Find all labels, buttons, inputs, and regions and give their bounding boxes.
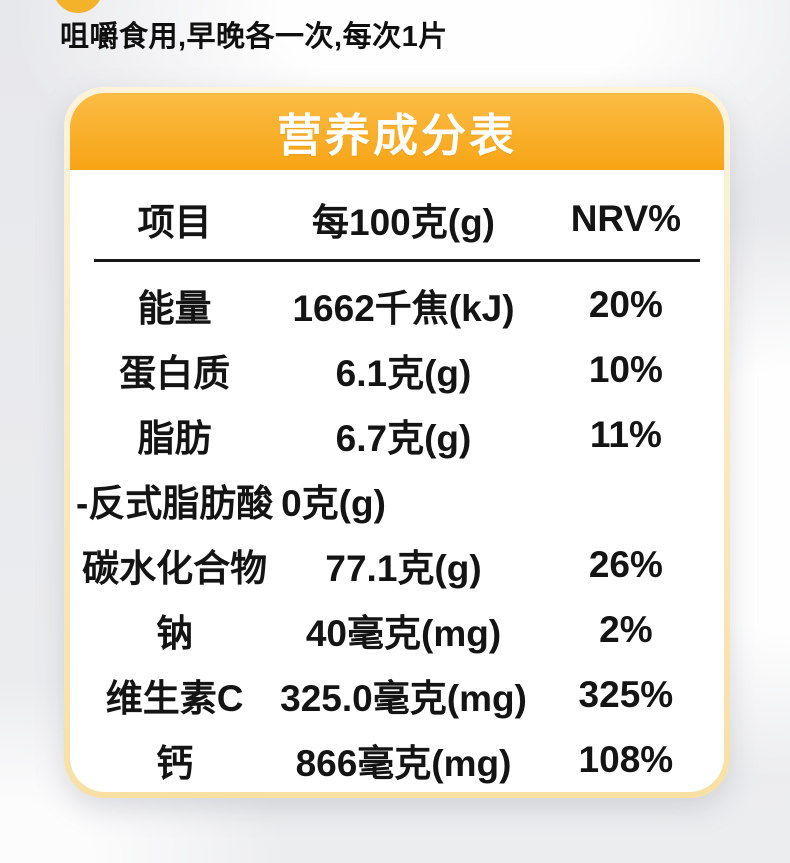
nutrient-nrv-percent: 20% xyxy=(588,283,663,325)
nutrient-name: 蛋白质 xyxy=(119,352,231,394)
column-header-item: 项目 xyxy=(137,202,212,243)
nutrition-table-body: 能量 1662千焦(kJ) 20% 蛋白质 6.1克(g) 10% 脂肪 6.7… xyxy=(70,262,724,792)
nutrition-table-row: 能量 1662千焦(kJ) 20% xyxy=(70,272,724,337)
nutrient-amount: 866毫克(mg) xyxy=(295,742,512,784)
nutrient-name: 钠 xyxy=(156,612,194,654)
column-header-per-100g: 每100克(g) xyxy=(312,202,496,243)
nutrition-table-row: 钠 40毫克(mg) 2% xyxy=(70,597,724,662)
nutrition-table-header-row: 项目 每100克(g) NRV% xyxy=(70,191,724,247)
nutrition-table-row: 钙 866毫克(mg) 108% xyxy=(70,727,724,792)
nutrition-card-header: 营养成分表 xyxy=(70,93,724,170)
nutrition-table-row: 碳水化合物 77.1克(g) 26% xyxy=(70,532,724,597)
nutrient-name: -反式脂肪酸 xyxy=(75,482,274,524)
nutrient-name: 碳水化合物 xyxy=(82,547,268,589)
nutrient-nrv-percent: 108% xyxy=(578,738,674,780)
nutrition-table-row: -反式脂肪酸 0克(g) xyxy=(70,467,724,532)
nutrient-amount: 6.7克(g) xyxy=(335,417,472,459)
nutrition-table-row: 维生素C 325.0毫克(mg) 325% xyxy=(70,662,724,727)
nutrient-nrv-percent: 26% xyxy=(588,543,663,585)
nutrient-name: 能量 xyxy=(137,287,212,329)
nutrition-card-title: 营养成分表 xyxy=(276,110,517,161)
nutrient-amount: 77.1克(g) xyxy=(325,547,482,589)
nutrient-nrv-percent: 325% xyxy=(578,673,674,715)
nutrient-amount: 0克(g) xyxy=(281,482,386,524)
nutrient-name: 维生素C xyxy=(105,677,244,719)
usage-instruction-text: 咀嚼食用,早晚各一次,每次1片 xyxy=(60,21,448,53)
list-bullet-dot xyxy=(53,0,103,13)
column-header-nrv-percent: NRV% xyxy=(570,198,682,239)
nutrient-nrv-percent: 11% xyxy=(589,413,662,455)
nutrient-amount: 6.1克(g) xyxy=(335,352,472,394)
nutrition-card-body: 营养成分表 项目 每100克(g) NRV% 能量 1662千焦(kJ) 20%… xyxy=(70,93,724,792)
nutrient-name: 脂肪 xyxy=(137,417,212,459)
nutrient-nrv-percent: 10% xyxy=(588,348,663,390)
nutrition-table-row: 脂肪 6.7克(g) 11% xyxy=(70,402,724,467)
nutrient-amount: 1662千焦(kJ) xyxy=(292,287,515,329)
nutrient-amount: 40毫克(mg) xyxy=(305,612,502,654)
nutrition-table-row: 蛋白质 6.1克(g) 10% xyxy=(70,337,724,402)
nutrient-amount: 325.0毫克(mg) xyxy=(280,677,527,719)
table-header-divider xyxy=(94,259,700,262)
nutrition-facts-card: 营养成分表 项目 每100克(g) NRV% 能量 1662千焦(kJ) 20%… xyxy=(64,87,730,798)
nutrient-name: 钙 xyxy=(156,742,194,784)
nutrient-nrv-percent: 2% xyxy=(599,608,653,650)
